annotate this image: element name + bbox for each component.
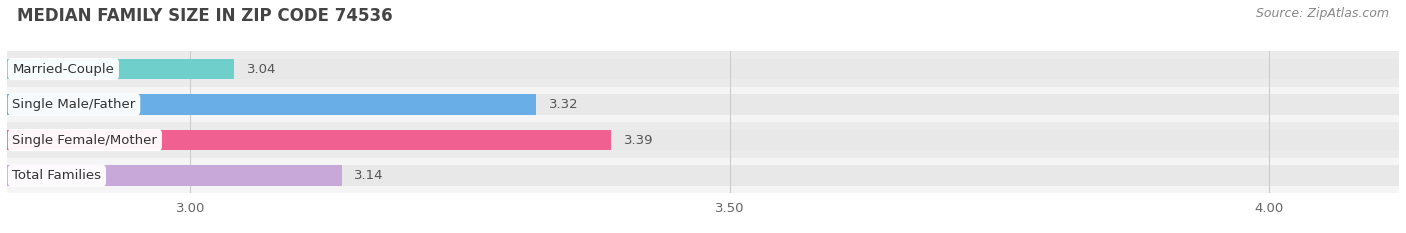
Text: Single Female/Mother: Single Female/Mother [13,134,157,147]
Bar [7,158,1399,193]
Text: Total Families: Total Families [13,169,101,182]
Text: 3.04: 3.04 [246,62,276,75]
Text: 3.32: 3.32 [548,98,578,111]
Bar [7,165,1399,186]
Bar [7,94,536,115]
Bar [7,165,342,186]
Bar [7,94,1399,115]
Text: Married-Couple: Married-Couple [13,62,114,75]
Text: Source: ZipAtlas.com: Source: ZipAtlas.com [1256,7,1389,20]
Bar [7,59,233,79]
Bar [7,59,1399,79]
Bar [7,130,1399,150]
Bar [7,122,1399,158]
Text: 3.39: 3.39 [624,134,654,147]
Text: MEDIAN FAMILY SIZE IN ZIP CODE 74536: MEDIAN FAMILY SIZE IN ZIP CODE 74536 [17,7,392,25]
Bar [7,130,612,150]
Bar [7,51,1399,87]
Bar [7,87,1399,122]
Text: 3.14: 3.14 [354,169,384,182]
Text: Single Male/Father: Single Male/Father [13,98,135,111]
